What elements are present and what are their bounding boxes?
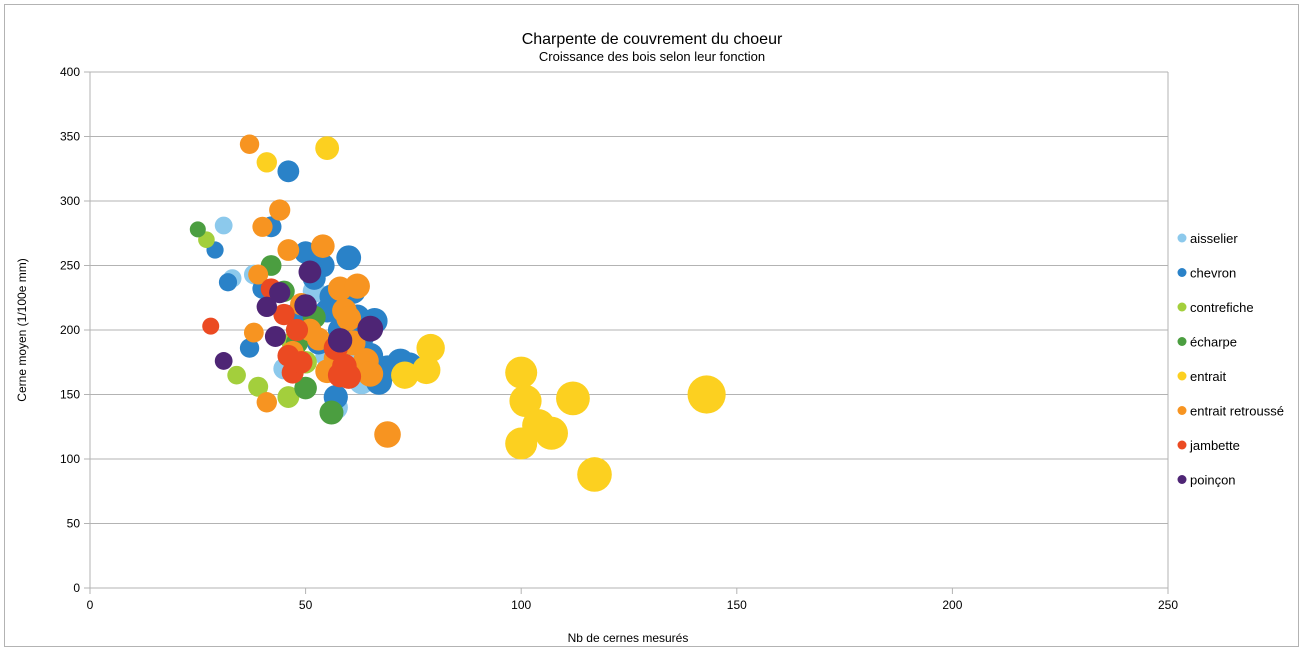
y-tick-label: 50 xyxy=(67,517,81,531)
legend-label-entrait: entrait xyxy=(1190,369,1227,384)
y-tick-label: 250 xyxy=(60,259,80,273)
bubble-jambette xyxy=(336,364,362,389)
y-tick-label: 350 xyxy=(60,130,80,144)
bubble-echarpe xyxy=(319,400,344,425)
y-tick-label: 150 xyxy=(60,388,80,402)
legend-label-chevron: chevron xyxy=(1190,266,1236,281)
legend-marker-contrefiche xyxy=(1177,302,1187,312)
y-tick-label: 200 xyxy=(60,323,80,337)
bubble-chevron xyxy=(239,338,260,358)
x-tick-label: 50 xyxy=(299,598,313,612)
y-tick-label: 400 xyxy=(60,65,80,79)
bubble-entrait xyxy=(687,375,726,414)
legend-marker-chevron xyxy=(1177,268,1187,277)
y-tick-label: 0 xyxy=(73,581,80,595)
legend-marker-entrait xyxy=(1177,371,1187,381)
bubble-entrait-retrousse xyxy=(256,392,277,413)
bubble-poincon xyxy=(294,294,317,317)
bubble-entrait xyxy=(391,361,419,389)
legend-label-contrefiche: contrefiche xyxy=(1190,300,1254,315)
x-tick-label: 0 xyxy=(87,598,94,612)
bubble-poincon xyxy=(269,281,291,304)
bubble-chevron xyxy=(277,160,300,183)
legend-label-jambette: jambette xyxy=(1189,438,1240,453)
bubble-entrait xyxy=(416,333,445,363)
bubble-contrefiche xyxy=(248,376,269,397)
bubble-entrait xyxy=(412,355,441,385)
bubble-entrait-retrousse xyxy=(374,421,401,448)
x-tick-label: 200 xyxy=(942,598,962,612)
chart-title: Charpente de couvrement du choeur xyxy=(522,31,783,48)
bubble-poincon xyxy=(256,296,277,317)
legend-marker-entrait-retrousse xyxy=(1177,406,1187,415)
x-tick-label: 150 xyxy=(727,598,747,612)
bubble-entrait-retrousse xyxy=(277,239,300,261)
bubble-jambette xyxy=(202,317,220,335)
bubble-chevron xyxy=(218,273,238,292)
bubble-entrait-retrousse xyxy=(243,322,264,343)
bubble-echarpe xyxy=(294,376,317,400)
legend-label-echarpe: écharpe xyxy=(1190,335,1237,350)
legend-marker-aisselier xyxy=(1177,233,1187,243)
bubble-aisselier xyxy=(214,216,233,235)
x-tick-label: 100 xyxy=(511,598,531,612)
legend-label-entrait-retrousse: entrait retroussé xyxy=(1190,404,1284,419)
y-tick-label: 300 xyxy=(60,194,80,208)
bubble-poincon xyxy=(357,315,384,342)
bubble-entrait-retrousse xyxy=(344,273,370,299)
bubble-jambette xyxy=(290,351,313,374)
bubble-contrefiche xyxy=(227,365,246,385)
bubble-poincon xyxy=(264,325,286,347)
chart-frame xyxy=(4,4,1299,647)
bubble-entrait xyxy=(556,381,590,416)
bubble-poincon xyxy=(298,260,322,284)
bubble-poincon xyxy=(327,328,353,353)
bubble-poincon xyxy=(214,352,233,370)
bubble-entrait xyxy=(509,384,542,418)
data-points xyxy=(189,134,726,492)
y-tick-label: 100 xyxy=(60,452,80,466)
bubble-entrait-retrousse xyxy=(248,264,269,285)
bubble-entrait-retrousse xyxy=(357,360,384,387)
legend-marker-echarpe xyxy=(1177,337,1187,346)
bubble-entrait xyxy=(534,416,568,450)
legend-marker-poincon xyxy=(1177,475,1187,484)
bubble-entrait-retrousse xyxy=(252,216,273,237)
bubble-echarpe xyxy=(189,221,206,238)
bubble-entrait xyxy=(505,356,538,389)
bubble-jambette xyxy=(285,318,309,342)
axes: 0 50 100 150 200 250 300 350 400 0 50 100 150 200 250 xyxy=(60,65,1178,612)
legend-label-poincon: poinçon xyxy=(1190,473,1236,488)
bubble-entrait xyxy=(577,457,612,492)
x-axis-label: Nb de cernes mesurés xyxy=(568,631,689,645)
chart-subtitle: Croissance des bois selon leur fonction xyxy=(539,49,765,64)
bubble-entrait-retrousse xyxy=(239,134,260,154)
bubble-entrait-retrousse xyxy=(269,199,291,221)
bubble-entrait-retrousse xyxy=(336,305,362,331)
bubble-entrait xyxy=(315,136,340,161)
legend: aisselier chevron contrefiche écharpe entrai… xyxy=(1177,231,1284,488)
bubble-entrait xyxy=(256,152,277,173)
bubble-contrefiche xyxy=(277,386,300,408)
bubble-jambette xyxy=(273,303,295,326)
legend-label-aisselier: aisselier xyxy=(1190,231,1238,246)
bubble-chevron xyxy=(336,245,362,271)
y-axis-label: Cerne moyen (1/100e mm) xyxy=(15,258,29,401)
bubble-entrait-retrousse xyxy=(311,234,335,258)
x-tick-label: 250 xyxy=(1158,598,1178,612)
legend-marker-jambette xyxy=(1177,440,1187,450)
